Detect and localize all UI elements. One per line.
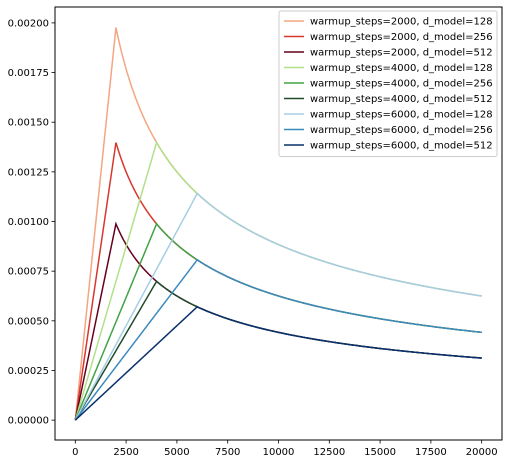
y-tick-label: 0.00200 [8, 18, 49, 29]
x-tick-label: 17500 [415, 447, 447, 458]
x-tick-label: 20000 [466, 447, 498, 458]
legend-label-6: warmup_steps=4000, d_model=512 [310, 94, 493, 105]
legend-label-2: warmup_steps=2000, d_model=256 [310, 32, 493, 43]
x-tick-label: 15000 [364, 447, 396, 458]
legend-label-9: warmup_steps=6000, d_model=512 [310, 141, 493, 152]
legend-label-5: warmup_steps=4000, d_model=256 [310, 79, 493, 90]
y-tick-label: 0.00175 [8, 68, 49, 79]
x-tick-label: 5000 [164, 447, 189, 458]
legend: warmup_steps=2000, d_model=128 warmup_ste… [279, 11, 497, 157]
x-tick-label: 10000 [263, 447, 295, 458]
legend-label-8: warmup_steps=6000, d_model=256 [310, 125, 493, 136]
legend-label-1: warmup_steps=2000, d_model=128 [310, 17, 493, 28]
x-tick-label: 12500 [313, 447, 345, 458]
y-tick-label: 0.00125 [8, 167, 49, 178]
legend-label-3: warmup_steps=2000, d_model=512 [310, 48, 493, 59]
y-tick-label: 0.00100 [8, 217, 49, 228]
legend-label-7: warmup_steps=6000, d_model=128 [310, 110, 493, 121]
y-tick-label: 0.00050 [8, 316, 49, 327]
x-tick-label: 0 [72, 447, 78, 458]
y-tick-label: 0.00025 [8, 366, 49, 377]
x-tick-label: 7500 [215, 447, 240, 458]
y-tick-label: 0.00075 [8, 267, 49, 278]
y-tick-label: 0.00000 [8, 416, 49, 427]
legend-label-4: warmup_steps=4000, d_model=128 [310, 63, 493, 74]
y-tick-label: 0.00150 [8, 118, 49, 129]
x-tick-label: 2500 [113, 447, 138, 458]
